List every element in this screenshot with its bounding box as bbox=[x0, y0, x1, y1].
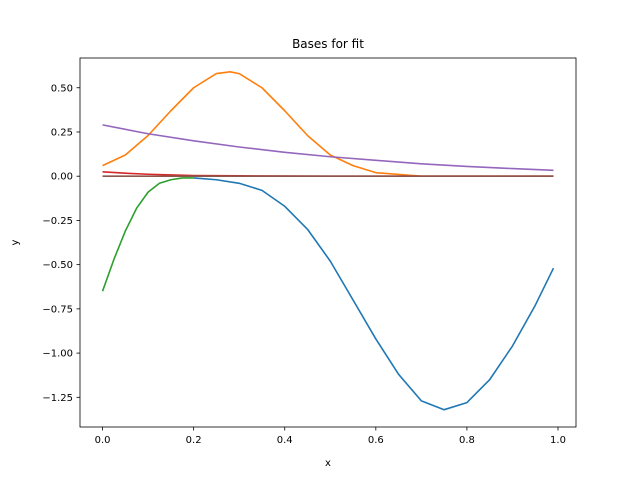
x-tick-label: 0.0 bbox=[95, 435, 111, 446]
x-tick-label: 1.0 bbox=[550, 435, 566, 446]
y-tick-label: −1.25 bbox=[42, 393, 73, 404]
x-tick-label: 0.4 bbox=[277, 435, 293, 446]
y-axis-label: y bbox=[10, 239, 21, 245]
y-tick-label: −0.50 bbox=[42, 260, 73, 271]
x-axis: 0.0 0.2 0.4 0.6 0.8 1.0 bbox=[95, 427, 566, 446]
x-tick-label: 0.8 bbox=[459, 435, 475, 446]
x-tick-label: 0.6 bbox=[368, 435, 384, 446]
series-line-1 bbox=[193, 177, 555, 411]
y-tick-label: −0.75 bbox=[42, 304, 73, 315]
y-tick-label: 0.00 bbox=[51, 172, 73, 183]
chart-title: Bases for fit bbox=[292, 37, 364, 51]
y-axis: −1.25 −1.00 −0.75 −0.50 −0.25 0.00 0.25 0.50 bbox=[42, 83, 80, 404]
y-tick-label: −1.00 bbox=[42, 349, 73, 360]
y-tick-label: 0.25 bbox=[51, 127, 73, 138]
series-layer bbox=[101, 71, 555, 411]
y-tick-label: 0.50 bbox=[51, 83, 73, 94]
plot-frame bbox=[79, 57, 577, 428]
series-line-3 bbox=[101, 177, 194, 292]
series-line-5 bbox=[102, 124, 554, 172]
x-tick-label: 0.2 bbox=[186, 435, 202, 446]
x-axis-label: x bbox=[325, 458, 331, 469]
y-tick-label: −0.25 bbox=[42, 216, 73, 227]
